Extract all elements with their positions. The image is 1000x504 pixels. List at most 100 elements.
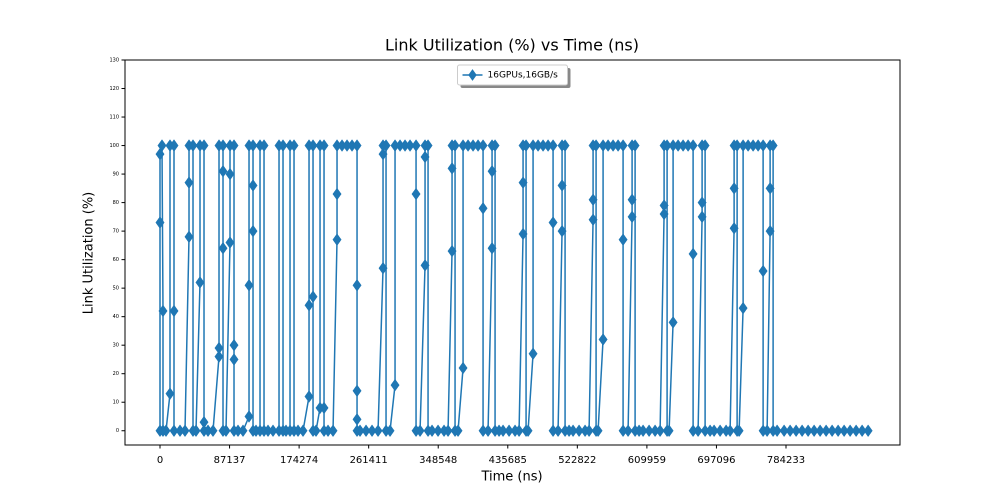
y-tick-label: 20 [113,371,119,377]
data-point [158,304,168,318]
data-point [248,139,258,152]
data-point [453,424,463,438]
data-point [355,424,365,438]
data-point [664,424,674,438]
data-point [514,424,524,438]
x-tick-label: 348548 [419,455,457,466]
data-point [268,424,278,438]
data-point [447,244,457,258]
y-tick-label: 100 [109,143,119,149]
data-point [593,424,603,438]
data-point [169,139,179,152]
data-point [229,139,239,152]
data-point [423,139,433,152]
data-point [352,278,362,292]
data-point [405,139,415,152]
data-point [155,147,165,161]
x-tick-label: 609959 [628,455,666,466]
data-point [851,424,861,438]
y-tick-label: 80 [113,200,119,206]
data-point [367,424,377,438]
data-point [225,236,235,249]
data-point [758,139,768,152]
data-point [221,424,231,438]
data-point [214,350,224,363]
data-point [734,424,744,438]
data-point [738,301,748,315]
data-point [415,424,425,438]
y-tick-label: 60 [113,257,119,263]
data-point [700,139,710,152]
data-point [161,424,171,438]
y-tick-label: 50 [113,286,119,292]
data-point [638,424,648,438]
data-point [803,424,813,438]
data-point [623,424,633,438]
data-point [821,424,831,438]
x-tick-label: 87137 [214,455,246,466]
data-point [361,424,371,438]
y-tick-label: 110 [109,115,119,121]
data-point [199,139,209,152]
data-point [839,424,849,438]
data-point [381,139,391,152]
data-point [180,424,190,438]
data-point [697,210,707,224]
data-point [659,207,669,221]
data-point [478,139,488,152]
data-point [553,424,563,438]
data-point [248,179,258,192]
data-point [319,139,329,152]
x-tick-label: 174274 [280,455,318,466]
data-point [725,424,735,438]
data-point [244,410,254,423]
data-point [378,261,388,275]
y-tick-label: 130 [109,58,119,64]
data-point [218,139,228,152]
y-tick-label: 0 [116,428,119,434]
data-point [308,139,318,152]
data-point [630,139,640,152]
data-point [584,424,594,438]
data-point [729,182,739,195]
data-point [378,147,388,161]
data-point [644,424,654,438]
data-point [765,224,775,238]
data-point [779,424,789,438]
data-point [450,139,460,152]
data-point [662,139,672,152]
data-point [785,424,795,438]
y-axis-label: Link Utilization (%) [82,192,97,315]
y-tick-label: 10 [113,400,119,406]
y-tick-label: 70 [113,229,119,235]
data-point [598,333,608,346]
data-point [411,187,421,201]
data-point [518,176,528,189]
data-point [557,179,567,192]
data-point [668,316,678,329]
y-tick-label: 30 [113,343,119,349]
data-point [487,241,497,255]
data-point [478,201,488,215]
data-point [304,390,314,403]
data-point [797,424,807,438]
data-point [504,424,514,438]
legend: 16GPUs,16GB/s [457,64,571,88]
data-point [385,424,395,438]
data-point [458,361,468,375]
data-point [729,221,739,235]
data-point [548,216,558,229]
data-point [229,353,239,366]
data-point [568,424,578,438]
data-point [588,213,598,227]
x-tick-label: 435685 [489,455,527,466]
data-point [809,424,819,438]
data-point [833,424,843,438]
data-point [433,424,443,438]
data-point [709,424,719,438]
data-point [490,139,500,152]
data-point [289,139,299,152]
x-tick-label: 261411 [350,455,388,466]
data-point [248,224,258,238]
data-point [483,424,493,438]
